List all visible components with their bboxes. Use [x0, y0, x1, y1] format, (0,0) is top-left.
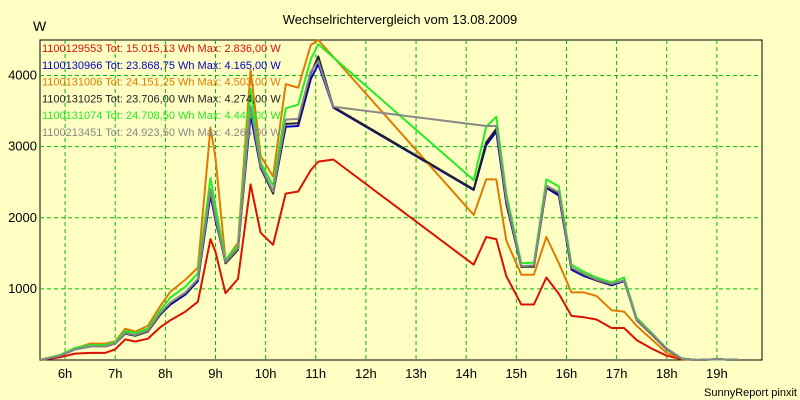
footer-credit: SunnyReport pinxit: [704, 387, 797, 399]
series-lines: [39, 39, 740, 361]
y-axis-ticks: 1000 2000 3000 4000: [8, 68, 37, 296]
series-line-1100131074: [39, 43, 740, 361]
x-tick-label: 15h: [505, 366, 527, 381]
series-line-1100213451: [39, 60, 740, 361]
x-tick-label: 6h: [58, 366, 72, 381]
legend: 1100129553 Tot: 15.015,13 Wh Max: 2.836,…: [42, 43, 281, 139]
legend-entry-1100131025: 1100131025 Tot: 23.706,00 Wh Max: 4.274,…: [42, 93, 281, 105]
legend-entry-1100130966: 1100130966 Tot: 23.868,75 Wh Max: 4.165,…: [42, 60, 281, 72]
x-tick-label: 19h: [706, 366, 728, 381]
legend-entry-1100129553: 1100129553 Tot: 15.015,13 Wh Max: 2.836,…: [42, 43, 281, 55]
x-tick-label: 7h: [108, 366, 122, 381]
x-tick-label: 10h: [255, 366, 277, 381]
x-tick-label: 13h: [405, 366, 427, 381]
x-tick-label: 17h: [606, 366, 628, 381]
series-line-1100131006: [39, 39, 740, 361]
chart-title: Wechselrichtervergleich vom 13.08.2009: [283, 12, 518, 27]
y-tick-label: 2000: [8, 210, 37, 225]
y-axis-label: W: [33, 18, 47, 34]
x-tick-label: 14h: [455, 366, 477, 381]
y-tick-label: 3000: [8, 139, 37, 154]
legend-entry-1100213451: 1100213451 Tot: 24.923,50 Wh Max: 4.266,…: [42, 127, 281, 139]
x-tick-label: 16h: [556, 366, 578, 381]
x-tick-label: 11h: [305, 366, 326, 381]
legend-entry-1100131006: 1100131006 Tot: 24.151,25 Wh Max: 4.503,…: [42, 77, 281, 89]
series-line-1100129553: [39, 158, 740, 361]
x-tick-label: 18h: [656, 366, 678, 381]
legend-entry-1100131074: 1100131074 Tot: 24.708,50 Wh Max: 4.443,…: [42, 110, 281, 122]
y-tick-label: 4000: [8, 68, 37, 83]
x-tick-label: 12h: [355, 366, 377, 381]
x-axis-ticks: 6h 7h 8h 9h 10h 11h 12h 13h 14h 15h 16h 17h 18h 19h: [58, 366, 728, 381]
y-tick-label: 1000: [8, 281, 37, 296]
x-tick-label: 9h: [208, 366, 222, 381]
x-tick-label: 8h: [158, 366, 172, 381]
